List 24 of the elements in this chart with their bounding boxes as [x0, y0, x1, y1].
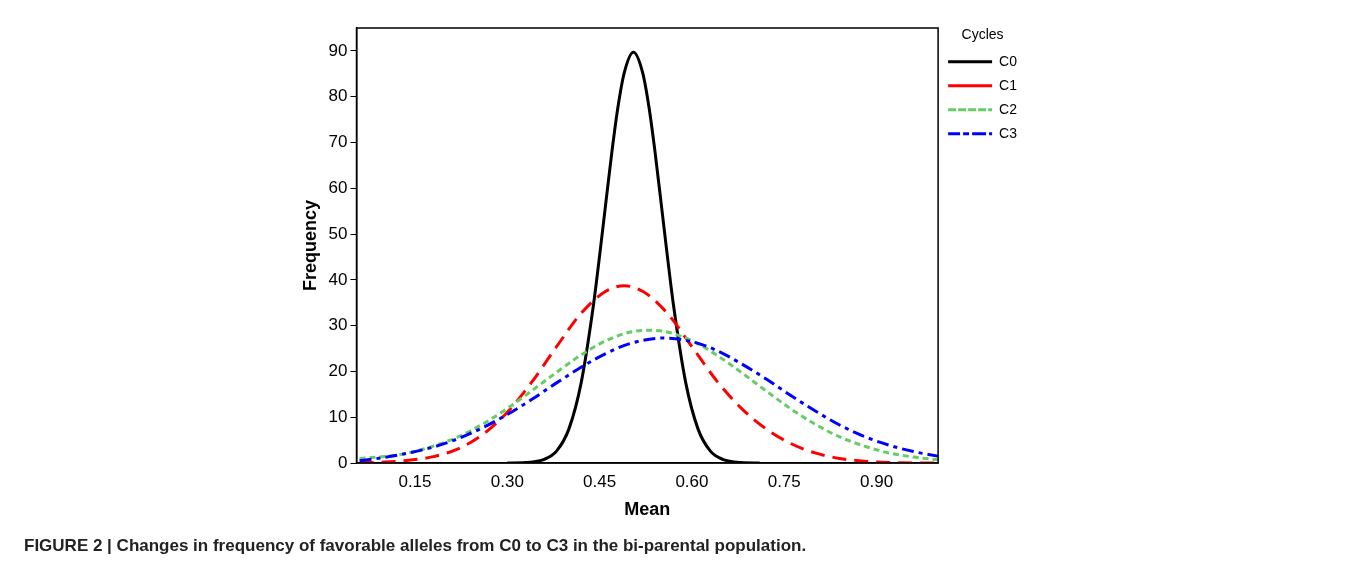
x-tick-label: 0.75	[767, 471, 801, 491]
legend-label: C1	[999, 76, 1018, 93]
legend-title: Cycles	[961, 25, 1004, 42]
x-tick-label: 0.15	[398, 471, 432, 491]
legend-label: C2	[999, 100, 1018, 117]
y-tick-label: 50	[328, 223, 348, 243]
y-tick-label: 40	[328, 269, 348, 289]
y-tick-label: 0	[338, 452, 348, 472]
legend-label: C3	[999, 124, 1018, 141]
x-tick-label: 0.45	[583, 471, 617, 491]
y-axis-title: Frequency	[299, 199, 320, 292]
y-tick-label: 20	[328, 361, 348, 381]
y-tick-label: 30	[328, 315, 348, 335]
x-tick-label: 0.60	[675, 471, 709, 491]
x-tick-label: 0.30	[490, 471, 524, 491]
legend-label: C0	[999, 52, 1018, 69]
y-tick-label: 80	[328, 86, 348, 106]
y-tick-label: 60	[328, 177, 348, 197]
caption: FIGURE 2 | Changes in frequency of favorable alleles from C0 to C3 in the bi-parental population.	[24, 536, 807, 556]
y-tick-label: 90	[328, 40, 348, 60]
y-tick-label: 10	[328, 406, 348, 426]
y-tick-label: 70	[328, 132, 348, 152]
x-axis-title: Mean	[624, 499, 671, 520]
x-tick-label: 0.90	[860, 471, 894, 491]
